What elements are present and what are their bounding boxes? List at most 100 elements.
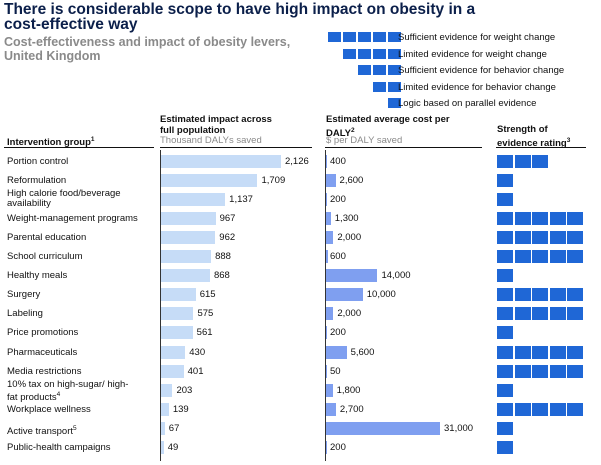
impact-bar bbox=[161, 402, 169, 416]
row-label: Active transport5 bbox=[7, 424, 77, 438]
impact-bar bbox=[161, 211, 216, 225]
cost-bar bbox=[326, 250, 329, 263]
legend-label: Sufficient evidence for weight change bbox=[398, 32, 556, 43]
rating-square bbox=[549, 288, 566, 302]
rating-square bbox=[532, 288, 548, 302]
legend-square bbox=[358, 65, 371, 75]
rating-square bbox=[532, 364, 548, 378]
rating-square bbox=[497, 326, 513, 340]
legend-square bbox=[358, 32, 371, 42]
rating-square bbox=[567, 250, 583, 263]
legend-square bbox=[343, 48, 356, 59]
rating-square bbox=[514, 288, 531, 302]
rating-square bbox=[497, 173, 513, 187]
legend-label: Limited evidence for behavior change bbox=[398, 81, 556, 93]
impact-bar bbox=[161, 250, 212, 263]
header-cost-unit: $ per DALY saved bbox=[326, 135, 403, 146]
impact-value: 49 bbox=[167, 442, 179, 453]
rating-square bbox=[497, 288, 513, 302]
rating-square bbox=[532, 230, 548, 244]
legend-square bbox=[388, 65, 401, 75]
rating-square bbox=[497, 345, 513, 359]
cost-value: 10,000 bbox=[366, 289, 396, 301]
rating-square bbox=[514, 230, 531, 244]
rating-square bbox=[514, 307, 531, 321]
row-label: Healthy meals bbox=[7, 270, 68, 282]
cost-bar bbox=[326, 402, 336, 416]
rating-square bbox=[567, 364, 583, 378]
cost-bar bbox=[326, 173, 336, 187]
cost-value: 600 bbox=[330, 251, 346, 262]
rating-square bbox=[497, 364, 513, 378]
legend-square bbox=[358, 48, 371, 59]
rating-square bbox=[532, 211, 548, 225]
cost-axis bbox=[325, 150, 326, 461]
impact-value: 1,709 bbox=[261, 174, 286, 186]
cost-value: 2,000 bbox=[337, 308, 362, 320]
impact-value: 888 bbox=[215, 251, 231, 262]
row-label: Pharmaceuticals bbox=[7, 346, 78, 358]
cost-bar bbox=[326, 326, 327, 340]
row-label: Parental education bbox=[7, 231, 87, 243]
impact-bar bbox=[161, 364, 184, 378]
row-label: Weight-management programs bbox=[7, 212, 138, 224]
rating-square bbox=[514, 345, 531, 359]
header-rule-cost bbox=[325, 147, 482, 148]
rating-square bbox=[549, 307, 566, 321]
cost-value: 2,600 bbox=[339, 174, 364, 186]
rating-square bbox=[514, 154, 531, 168]
cost-value: 5,600 bbox=[350, 346, 375, 358]
cost-bar bbox=[326, 192, 327, 206]
rating-square bbox=[514, 364, 531, 378]
row-label: Workplace wellness bbox=[7, 403, 91, 415]
legend-label: Sufficient evidence for behavior change bbox=[398, 65, 565, 76]
row-label: Labeling bbox=[7, 308, 43, 320]
cost-value: 14,000 bbox=[381, 270, 411, 282]
header-rule-group bbox=[4, 147, 154, 148]
impact-bar bbox=[161, 154, 281, 168]
impact-value: 203 bbox=[176, 384, 193, 396]
impact-value: 615 bbox=[199, 289, 216, 301]
cost-value: 2,700 bbox=[339, 403, 364, 415]
header-impact-unit: Thousand DALYs saved bbox=[160, 135, 262, 146]
rating-square bbox=[567, 230, 583, 244]
impact-bar bbox=[161, 288, 196, 302]
rating-square bbox=[567, 211, 583, 225]
cost-bar bbox=[326, 269, 378, 283]
cost-bar bbox=[326, 441, 327, 454]
rating-square bbox=[532, 307, 548, 321]
legend-square bbox=[373, 48, 386, 59]
rating-square bbox=[497, 421, 513, 435]
header-impact: Estimated impact across full population bbox=[160, 114, 272, 136]
impact-value: 868 bbox=[213, 270, 230, 282]
row-label: Portion control bbox=[7, 155, 69, 167]
cost-value: 200 bbox=[330, 442, 346, 453]
rating-square bbox=[567, 402, 583, 416]
rating-square bbox=[497, 250, 513, 263]
row-label: High calorie food/beverage availability bbox=[7, 187, 121, 209]
impact-bar bbox=[161, 441, 164, 454]
rating-square bbox=[549, 211, 566, 225]
impact-value: 401 bbox=[187, 365, 204, 377]
rating-square bbox=[532, 345, 548, 359]
rating-square bbox=[514, 211, 531, 225]
impact-bar bbox=[161, 326, 193, 340]
cost-bar bbox=[326, 288, 363, 302]
legend-square bbox=[343, 32, 356, 42]
cost-bar bbox=[326, 421, 440, 435]
legend-square bbox=[373, 65, 386, 75]
rating-square bbox=[532, 154, 548, 168]
rating-square bbox=[497, 307, 513, 321]
rating-square bbox=[497, 211, 513, 225]
impact-value: 967 bbox=[219, 212, 236, 224]
cost-value: 400 bbox=[330, 155, 346, 167]
rating-square bbox=[514, 250, 531, 263]
cost-value: 2,000 bbox=[337, 231, 362, 243]
impact-value: 139 bbox=[172, 403, 189, 415]
impact-value: 575 bbox=[197, 308, 214, 320]
rating-square bbox=[567, 345, 583, 359]
cost-value: 1,300 bbox=[334, 212, 359, 224]
impact-bar bbox=[161, 173, 258, 187]
header-rule-impact bbox=[160, 147, 312, 148]
cost-value: 200 bbox=[330, 327, 346, 339]
